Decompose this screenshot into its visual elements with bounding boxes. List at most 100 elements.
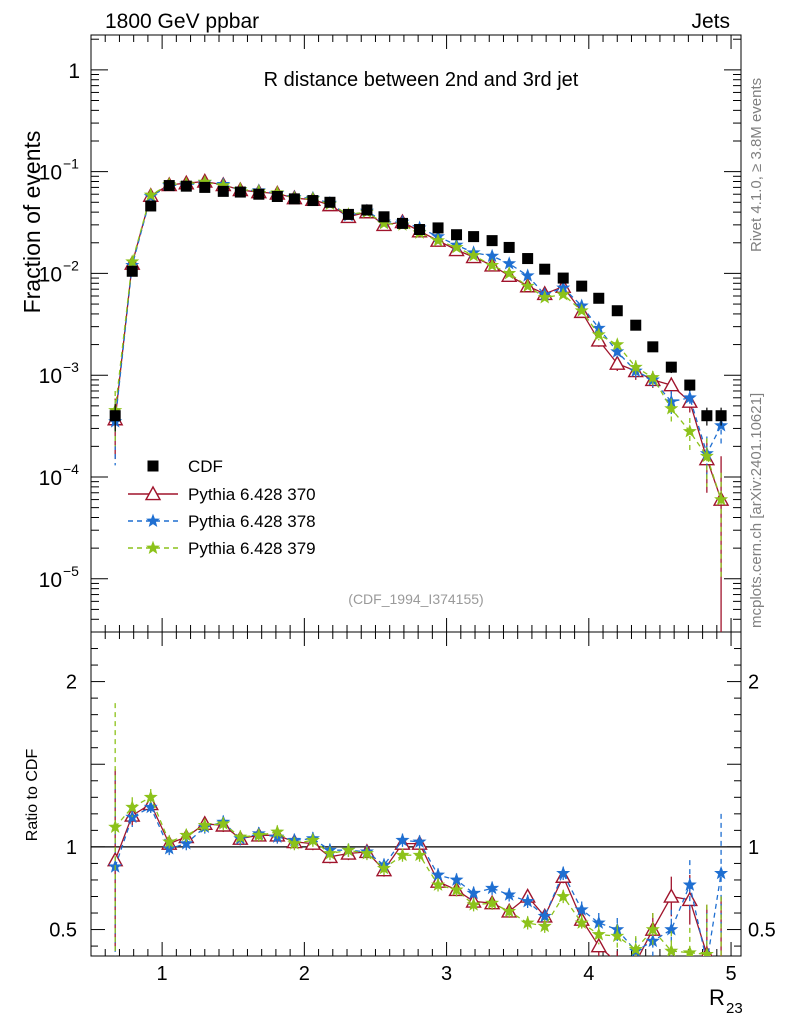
series-0-point xyxy=(609,355,626,370)
mcplots-label: mcplots.cern.ch [arXiv:2401.10621] xyxy=(748,393,765,628)
series-2-ratio-point xyxy=(431,877,446,891)
series-2-ratio-point xyxy=(125,799,140,814)
x-axis-label-subscript: 23 xyxy=(726,1000,743,1017)
series-2-ratio-point xyxy=(322,846,337,860)
series-2-ratio-point xyxy=(143,789,158,804)
series-0-ratio-point xyxy=(634,954,637,956)
rivet-version-label: Rivet 4.1.0, ≥ 3.8M events xyxy=(748,78,765,252)
cdf-point xyxy=(396,217,408,229)
cdf-point xyxy=(665,361,677,373)
y-tick-label-base: 10 xyxy=(39,467,62,490)
series-2-point xyxy=(143,187,158,201)
cdf-point xyxy=(163,180,175,192)
series-2-point xyxy=(502,266,517,280)
cdf-data-group xyxy=(109,180,727,432)
cdf-point xyxy=(468,231,480,243)
series-2-ratio-point xyxy=(216,816,231,830)
series-2-ratio-point xyxy=(376,861,392,875)
series-2-point xyxy=(431,233,446,247)
y-tick-label-base: 10 xyxy=(39,365,62,388)
cdf-point xyxy=(307,195,319,207)
series-1-ratio-point xyxy=(485,880,500,895)
cdf-point xyxy=(486,235,498,247)
x-tick-label: 5 xyxy=(725,963,736,985)
series-2-ratio-point xyxy=(610,928,625,943)
y-axis-label: Fraction of events xyxy=(19,131,45,314)
ratio-tick-label-left: 1 xyxy=(66,837,77,859)
series-1-point xyxy=(520,268,535,282)
legend-label-2: Pythia 6.428 378 xyxy=(188,512,316,531)
cdf-point xyxy=(271,190,283,202)
cdf-point xyxy=(378,211,390,223)
series-2-point xyxy=(574,303,589,317)
cdf-point xyxy=(522,253,534,265)
series-2-point xyxy=(664,401,679,415)
header-right: Jets xyxy=(691,10,730,33)
ratio-tick-label-left: 0.5 xyxy=(49,920,77,942)
series-2-ratio-point xyxy=(591,927,606,941)
cdf-point xyxy=(253,188,265,200)
cdf-point xyxy=(109,410,121,422)
legend-marker-2 xyxy=(145,513,161,528)
series-1-ratio-point xyxy=(412,834,427,848)
cdf-point xyxy=(557,272,569,284)
x-axis-label: R xyxy=(709,985,725,1010)
series-2-ratio-point xyxy=(108,819,123,834)
y-tick-label-exponent: −1 xyxy=(63,156,79,172)
series-1-ratio-point xyxy=(706,955,708,956)
cdf-point xyxy=(414,224,426,236)
series-2-ratio-point xyxy=(305,832,320,847)
x-tick-label: 2 xyxy=(299,963,310,985)
series-2-ratio-point xyxy=(287,836,302,850)
main-series-group xyxy=(106,173,730,632)
ratio-tick-label-left: 2 xyxy=(66,672,77,694)
series-2-point xyxy=(628,359,643,374)
series-2-ratio-point xyxy=(556,889,571,903)
cdf-point xyxy=(576,280,588,292)
cdf-point xyxy=(701,410,713,422)
series-2-ratio-point xyxy=(466,897,481,911)
legend-label-0: CDF xyxy=(188,457,223,476)
cdf-point xyxy=(630,319,642,331)
series-1-ratio-point xyxy=(179,836,194,850)
series-1-ratio-point xyxy=(520,893,535,908)
series-2-ratio-point xyxy=(485,895,500,910)
series-1-point xyxy=(610,344,625,358)
cdf-point xyxy=(234,186,246,198)
cdf-point xyxy=(451,229,463,241)
series-2-ratio-point xyxy=(251,827,266,842)
y-tick-label-base: 10 xyxy=(39,263,62,286)
series-2-point xyxy=(520,278,535,293)
series-2-point xyxy=(125,254,140,268)
series-2-point xyxy=(485,258,500,272)
series-2-ratio-point xyxy=(520,915,535,929)
cdf-point xyxy=(503,241,515,253)
cdf-point xyxy=(288,193,300,205)
y-tick-label-exponent: −5 xyxy=(63,563,79,579)
cdf-point xyxy=(342,208,354,220)
analysis-id: (CDF_1994_I374155) xyxy=(348,591,483,607)
series-2-ratio-point xyxy=(502,904,517,918)
cdf-point xyxy=(217,185,229,197)
cdf-point xyxy=(715,410,727,422)
legend-label-1: Pythia 6.428 370 xyxy=(188,485,316,504)
series-1-point xyxy=(682,390,697,404)
cdf-point xyxy=(684,379,696,391)
cdf-point xyxy=(593,292,605,304)
series-2-ratio-point xyxy=(699,946,714,956)
series-2-point xyxy=(449,240,464,254)
ratio-axis-label: Ratio to CDF xyxy=(24,749,41,842)
cdf-point xyxy=(611,305,623,317)
series-1-line xyxy=(114,181,722,456)
series-2-point xyxy=(556,287,571,301)
series-1-ratio-point xyxy=(395,832,410,847)
ratio-tick-label-right: 0.5 xyxy=(748,920,776,942)
series-2-point xyxy=(466,248,481,262)
series-0-point xyxy=(663,376,680,392)
cdf-point xyxy=(145,200,157,212)
cdf-point xyxy=(361,204,373,216)
series-2-ratio-point xyxy=(197,818,212,832)
series-2-ratio-point xyxy=(574,915,589,929)
cdf-point xyxy=(180,180,192,192)
